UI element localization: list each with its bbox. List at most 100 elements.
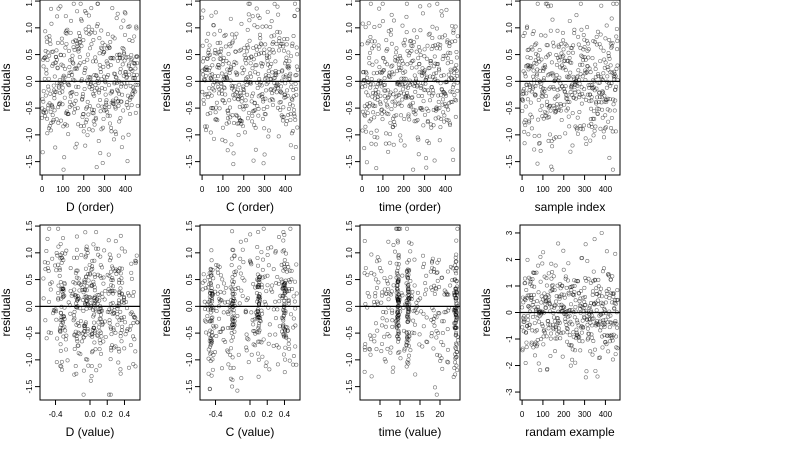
data-point	[119, 328, 124, 333]
data-point	[209, 106, 214, 111]
data-point	[267, 55, 272, 60]
data-point	[281, 316, 286, 321]
data-point	[433, 61, 438, 66]
data-point	[89, 87, 94, 92]
data-point	[89, 374, 94, 379]
data-point	[82, 278, 87, 283]
data-point	[91, 119, 96, 124]
data-point	[580, 74, 585, 79]
data-point	[437, 68, 442, 73]
data-point	[394, 226, 399, 231]
data-point	[293, 344, 298, 349]
data-point	[552, 349, 557, 354]
data-point	[209, 258, 214, 263]
data-point	[286, 113, 291, 118]
data-point	[120, 280, 125, 285]
x-tick-label: 20	[436, 410, 445, 419]
data-point	[92, 258, 97, 263]
data-point	[100, 321, 105, 326]
data-point	[408, 249, 413, 254]
data-point	[542, 87, 547, 92]
data-point	[366, 21, 371, 26]
data-point	[214, 308, 219, 313]
data-point	[586, 336, 591, 341]
data-point	[400, 273, 405, 278]
data-point	[242, 45, 247, 50]
data-point	[380, 290, 385, 295]
data-point	[55, 66, 60, 71]
data-point	[101, 275, 106, 280]
data-point	[134, 72, 139, 77]
data-point	[73, 66, 78, 71]
data-point	[360, 85, 365, 90]
data-point	[379, 323, 384, 328]
data-point	[95, 21, 100, 26]
data-point	[256, 71, 261, 76]
data-point	[520, 305, 525, 310]
data-point	[550, 287, 555, 292]
x-tick-label: 400	[599, 185, 613, 194]
data-point	[523, 360, 528, 365]
data-point	[275, 4, 280, 9]
data-point	[609, 126, 614, 131]
data-point	[363, 266, 368, 271]
data-point	[609, 332, 614, 337]
data-point	[111, 137, 116, 142]
data-point	[603, 317, 608, 322]
data-point	[454, 55, 459, 60]
data-point	[223, 139, 228, 144]
data-point	[578, 296, 583, 301]
data-point	[61, 167, 66, 172]
data-point	[246, 12, 251, 17]
data-point	[369, 337, 374, 342]
data-point	[230, 355, 235, 360]
data-point	[553, 135, 558, 140]
data-point	[391, 72, 396, 77]
data-point	[49, 21, 54, 26]
y-axis-label: residuals	[319, 63, 333, 111]
data-point	[389, 27, 394, 32]
data-point	[95, 301, 100, 306]
data-point	[93, 300, 98, 305]
data-point	[212, 32, 217, 37]
data-point	[290, 103, 295, 108]
data-point	[539, 33, 544, 38]
data-point	[581, 32, 586, 37]
data-point	[78, 352, 83, 357]
data-point	[210, 63, 215, 68]
data-point	[525, 313, 530, 318]
data-point	[592, 128, 597, 133]
data-point	[539, 300, 544, 305]
data-point	[594, 308, 599, 313]
plot-frame	[519, 0, 621, 176]
data-point	[551, 44, 556, 49]
data-point	[119, 299, 124, 304]
data-point	[409, 65, 414, 70]
data-point	[135, 82, 140, 87]
data-point	[108, 121, 113, 126]
data-point	[523, 281, 528, 286]
data-point	[72, 66, 77, 71]
data-point	[369, 141, 374, 146]
data-point	[75, 298, 80, 303]
data-point	[453, 259, 458, 264]
data-point	[557, 75, 562, 80]
data-point	[395, 240, 400, 245]
data-point	[567, 124, 572, 129]
data-point	[399, 76, 404, 81]
data-point	[281, 48, 286, 53]
data-point	[254, 47, 259, 52]
data-point	[532, 284, 537, 289]
data-point	[402, 37, 407, 42]
data-point	[535, 316, 540, 321]
data-point	[98, 341, 103, 346]
data-point	[99, 351, 104, 356]
data-point	[408, 279, 413, 284]
data-point	[426, 32, 431, 37]
data-point	[127, 293, 132, 298]
data-point	[128, 323, 133, 328]
data-point	[265, 9, 270, 14]
y-tick-label: 1.5	[185, 220, 194, 232]
x-tick-label: 0.2	[102, 410, 114, 419]
data-point	[398, 356, 403, 361]
